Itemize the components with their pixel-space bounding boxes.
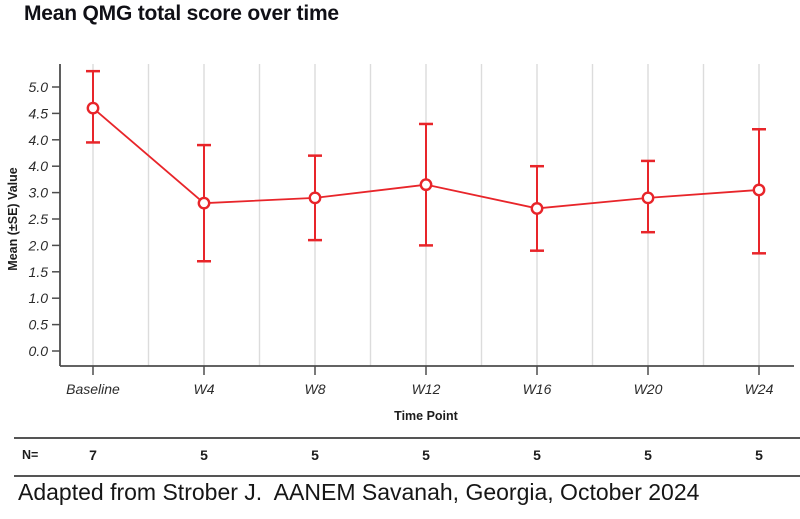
y-tick-label: 1.0 [29,290,49,306]
x-tick-label: W20 [634,381,663,397]
n-per-timepoint-row: N= 7 5 5 5 5 5 5 [14,437,800,477]
data-point-marker [641,191,655,205]
y-axis-title: Mean (±SE) Value [6,167,20,270]
y-tick-label: 3.0 [29,185,49,201]
n-value: 5 [311,447,319,463]
x-axis-title: Time Point [394,409,459,423]
y-tick-label: 5.0 [29,79,49,95]
chart-title: Mean QMG total score over time [24,2,339,25]
n-value: 5 [422,447,430,463]
y-tick-label: 0.5 [29,317,49,333]
n-value: 5 [755,447,763,463]
n-row-label: N= [22,448,39,462]
qmg-line-chart: 5.0 4.5 4.0 4.0 3.0 2.5 2.0 1.5 1.0 0.5 0.0 Baselin… [6,64,794,423]
x-tick-label: W24 [745,381,774,397]
y-tick-label: 2.0 [28,237,49,253]
x-tick-label: W12 [412,381,441,397]
x-tick-label: W16 [523,381,552,397]
y-tick-label: 4.0 [29,132,49,148]
n-value: 5 [644,447,652,463]
y-tick-label: 0.0 [29,343,49,359]
data-point-marker [530,202,544,215]
source-caption: Adapted from Strober J. AANEM Savanah, G… [18,479,700,505]
data-point-marker [197,196,211,210]
n-value: 7 [89,447,97,463]
y-tick-label: 4.5 [29,105,49,121]
y-tick-label: 1.5 [29,264,49,280]
x-tick-label: Baseline [66,381,120,397]
data-point-marker [308,191,322,205]
y-tick-label: 4.0 [29,158,49,174]
n-value: 5 [200,447,208,463]
n-value: 5 [533,447,541,463]
x-tick-label: W8 [305,381,326,397]
data-point-marker [752,183,766,197]
x-tick-label: W4 [194,381,215,397]
data-point-marker [419,178,433,192]
y-tick-label: 2.5 [28,211,49,227]
data-point-marker [86,101,100,115]
